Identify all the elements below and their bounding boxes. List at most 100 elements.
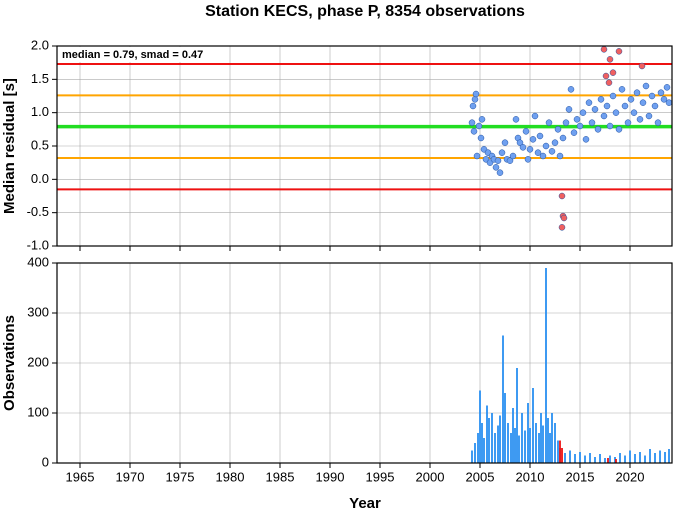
y-tick-label: 0.0 xyxy=(31,171,49,186)
point xyxy=(609,92,617,100)
point xyxy=(512,116,520,123)
bar xyxy=(479,390,481,463)
y-axis-label: Median residual [s] xyxy=(1,78,18,214)
x-tick-label: 1965 xyxy=(66,469,95,484)
bar xyxy=(545,268,547,463)
bar xyxy=(516,368,518,463)
point xyxy=(548,148,556,155)
point xyxy=(529,136,537,143)
bar xyxy=(579,452,581,463)
point xyxy=(477,134,485,142)
bar xyxy=(510,433,512,463)
bar xyxy=(649,449,651,463)
bar xyxy=(502,335,504,463)
bar xyxy=(619,453,621,463)
bar xyxy=(614,457,616,463)
point xyxy=(567,86,575,93)
point xyxy=(588,119,596,126)
y-tick-label: 100 xyxy=(27,404,49,419)
point xyxy=(654,119,662,126)
bar xyxy=(589,453,591,463)
point xyxy=(606,122,614,130)
bar xyxy=(654,453,656,463)
bar xyxy=(491,413,493,463)
point xyxy=(594,126,602,133)
point xyxy=(468,119,476,126)
y-axis-label: Observations xyxy=(1,315,18,411)
x-tick-label: 2015 xyxy=(566,469,595,484)
bar xyxy=(599,454,601,463)
bar xyxy=(639,452,641,463)
x-tick-label: 2020 xyxy=(616,469,645,484)
x-tick-label: 1975 xyxy=(166,469,195,484)
point xyxy=(534,149,542,156)
point xyxy=(609,69,617,76)
point xyxy=(526,146,534,153)
plot-frame xyxy=(56,45,673,247)
point xyxy=(501,139,509,146)
bar xyxy=(542,425,544,463)
bar xyxy=(488,418,490,463)
x-tick-label: 2005 xyxy=(466,469,495,484)
point xyxy=(562,119,570,126)
point xyxy=(471,96,479,103)
plot-frame xyxy=(56,262,673,464)
bar xyxy=(518,435,520,463)
bar xyxy=(607,458,609,463)
y-tick-label: -0.5 xyxy=(27,204,49,219)
y-tick-label: 0 xyxy=(42,454,49,469)
bar xyxy=(554,423,556,463)
bar xyxy=(594,457,596,463)
point xyxy=(612,109,620,116)
point xyxy=(651,102,659,110)
point xyxy=(615,48,623,55)
point xyxy=(633,89,641,96)
point xyxy=(591,106,599,113)
bar xyxy=(529,428,531,463)
point xyxy=(496,169,504,176)
bar xyxy=(559,440,561,463)
point xyxy=(665,99,673,106)
point xyxy=(600,46,608,53)
bar xyxy=(535,423,537,463)
point xyxy=(657,89,665,96)
bar xyxy=(481,423,483,463)
point xyxy=(627,96,635,103)
bar xyxy=(477,433,479,463)
point xyxy=(663,84,671,91)
bar xyxy=(527,403,529,463)
point xyxy=(506,157,514,164)
point xyxy=(539,152,547,160)
point xyxy=(565,106,573,113)
point xyxy=(570,129,578,136)
point xyxy=(618,86,626,93)
point xyxy=(605,79,613,86)
point xyxy=(475,122,483,130)
point xyxy=(600,112,608,120)
y-tick-label: -1.0 xyxy=(27,237,49,252)
x-tick-label: 1990 xyxy=(316,469,345,484)
bar xyxy=(471,450,473,463)
point xyxy=(639,99,647,106)
bar xyxy=(551,413,553,463)
point xyxy=(516,139,524,146)
bar xyxy=(557,440,559,463)
point xyxy=(492,164,500,171)
bar xyxy=(504,393,506,463)
bar xyxy=(499,415,501,463)
point xyxy=(630,109,638,116)
x-axis-label: Year xyxy=(349,495,381,511)
y-tick-label: 400 xyxy=(27,254,49,269)
bar xyxy=(624,455,626,463)
point xyxy=(602,72,610,80)
x-tick-label: 2000 xyxy=(416,469,445,484)
point xyxy=(642,82,650,90)
y-tick-label: 1.5 xyxy=(31,71,49,86)
point xyxy=(522,128,530,135)
annotation-box xyxy=(59,47,221,62)
bar xyxy=(629,450,631,463)
bar xyxy=(507,423,509,463)
bar xyxy=(549,433,551,463)
point xyxy=(478,116,486,123)
